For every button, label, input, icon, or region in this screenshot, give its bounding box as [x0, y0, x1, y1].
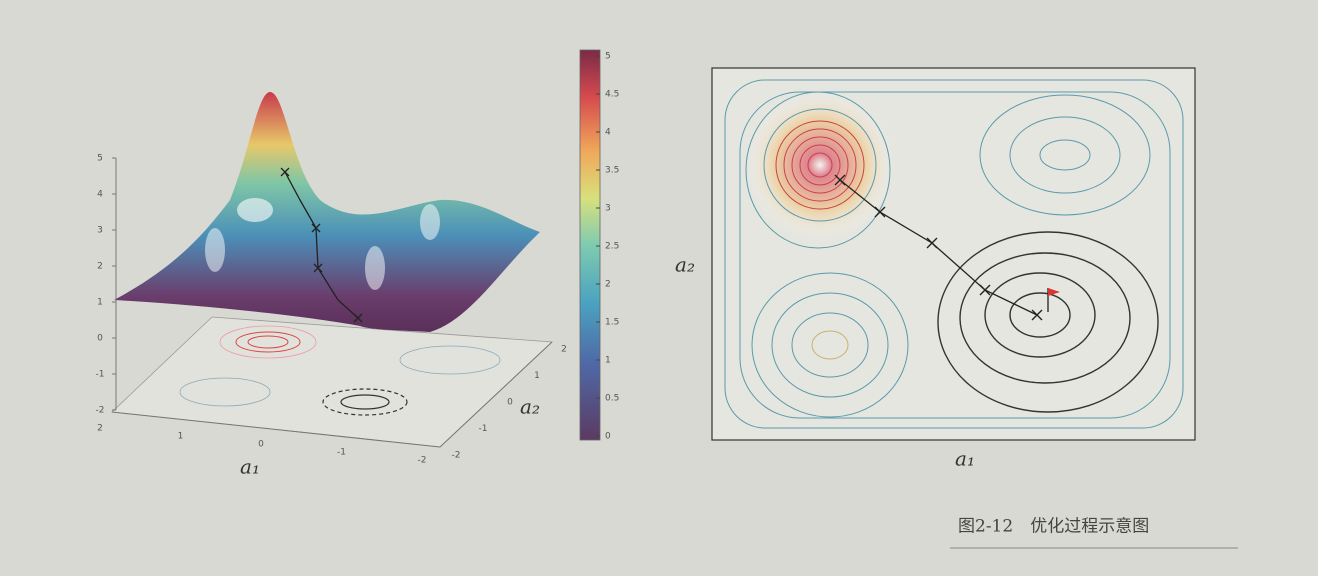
y-tick-label: -1	[479, 424, 488, 434]
x-tick-label: -2	[418, 456, 427, 466]
colorbar-tick-label: 3.5	[605, 166, 619, 176]
z-tick-label: 3	[97, 226, 103, 236]
z-tick-label: -1	[96, 370, 105, 380]
z-tick-label: 2	[97, 262, 103, 272]
z-tick-label: 4	[97, 190, 103, 200]
colorbar-tick-label: 5	[605, 52, 611, 62]
colorbar-tick-label: 4	[605, 128, 611, 138]
x-tick-label: 0	[258, 440, 264, 450]
contour-plot	[711, 67, 1196, 441]
z-tick-label: -2	[96, 406, 105, 416]
x-tick-label: 2	[97, 424, 103, 434]
colorbar-tick-label: 0.5	[605, 394, 619, 404]
colorbar-tick-label: 1.5	[605, 318, 619, 328]
x-axis-label: a₁	[955, 447, 975, 471]
z-tick-label: 0	[97, 334, 103, 344]
y-tick-label: -2	[452, 451, 461, 461]
z-tick-label: 5	[97, 154, 103, 164]
y-tick-label: 1	[534, 371, 540, 381]
x-tick-label: 1	[178, 432, 184, 442]
z-tick-label: 1	[97, 298, 103, 308]
colorbar-tick-label: 4.5	[605, 90, 619, 100]
colorbar-tick-label: 2	[605, 280, 611, 290]
colorbar	[579, 49, 601, 441]
y-axis-label: a₂	[675, 253, 695, 277]
x-tick-label: -1	[337, 448, 346, 458]
colorbar-tick-label: 0	[605, 432, 611, 442]
surface-3d	[111, 92, 553, 448]
colorbar-tick-label: 1	[605, 356, 611, 366]
x-axis-label: a₁	[240, 455, 260, 479]
caption: 图2-12 优化过程示意图	[958, 517, 1149, 537]
y-tick-label: 0	[507, 398, 513, 408]
y-axis-label: a₂	[520, 395, 540, 419]
colorbar-tick-label: 3	[605, 204, 611, 214]
y-tick-label: 2	[561, 345, 567, 355]
colorbar-tick-label: 2.5	[605, 242, 619, 252]
